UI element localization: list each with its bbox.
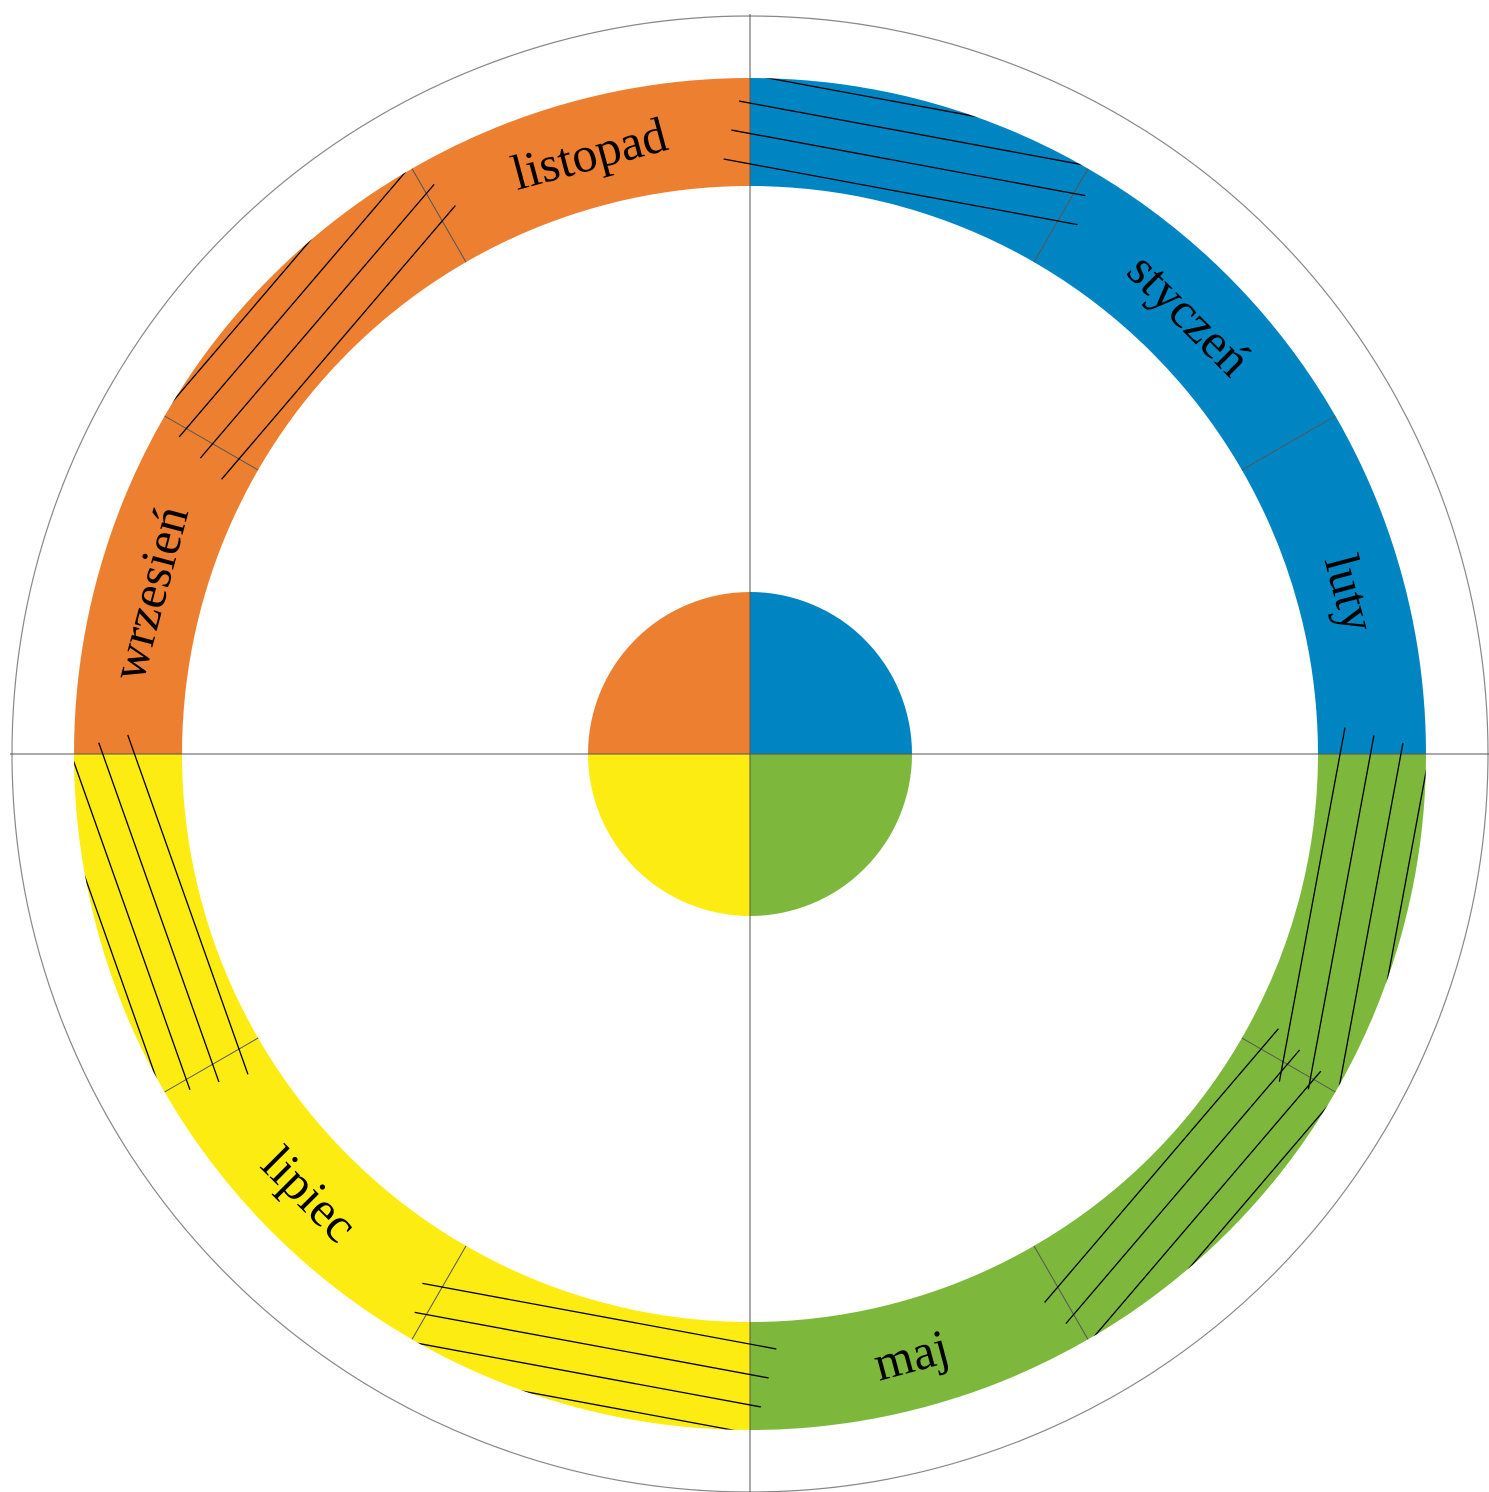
hatch-line	[739, 100, 1094, 168]
center-quadrant-spring	[750, 754, 912, 916]
hatch-line	[178, 162, 414, 438]
hatch-line	[74, 750, 191, 1091]
segment-divider	[1241, 1037, 1336, 1093]
axis-lines	[10, 14, 1489, 1492]
segment-divider	[1033, 168, 1089, 263]
segment-apr	[1034, 1038, 1336, 1340]
hatch-line	[406, 1340, 761, 1408]
segment-aug	[74, 754, 259, 1092]
center-quadrant-summer	[588, 754, 750, 916]
hatch-line	[414, 1311, 769, 1379]
hatch-aug	[74, 734, 249, 1098]
segment-divider	[1033, 1245, 1089, 1340]
segment-divider	[1241, 415, 1336, 471]
hatch-line	[199, 183, 435, 459]
hatch-line	[731, 129, 1086, 197]
segment-divider	[164, 1037, 259, 1093]
hatch-line	[1065, 1049, 1301, 1325]
segment-divider	[411, 1245, 467, 1340]
segment-jan	[1034, 168, 1336, 470]
month-ring	[74, 78, 1426, 1430]
segment-divider	[164, 415, 259, 471]
hatch-line	[127, 734, 249, 1075]
segment-sep	[74, 416, 259, 754]
hatch-lines	[74, 78, 1426, 1430]
hatch-line	[98, 742, 220, 1083]
center-quadrant-winter	[750, 592, 912, 754]
hatch-line	[1044, 1028, 1279, 1303]
segment-mar	[1241, 754, 1426, 1092]
segment-jun	[412, 1245, 750, 1430]
segment-divider	[411, 168, 467, 263]
hatch-line	[422, 1282, 777, 1350]
segment-dec	[750, 78, 1088, 263]
hatch-line	[74, 757, 164, 1098]
center-quadrant-autumn	[588, 592, 750, 754]
hatch-jun	[399, 1282, 777, 1430]
segment-jul	[164, 1038, 466, 1340]
segment-nov	[412, 78, 750, 263]
segment-feb	[1241, 416, 1426, 754]
hatch-line	[1086, 1070, 1322, 1346]
hatch-line	[1278, 727, 1346, 1082]
segment-may	[750, 1245, 1088, 1430]
hatch-line	[1307, 735, 1375, 1090]
hatch-line	[1336, 743, 1404, 1098]
hatch-line	[723, 158, 1078, 226]
hatch-line	[221, 205, 456, 480]
segment-oct	[164, 168, 466, 470]
center-disc	[588, 592, 912, 916]
